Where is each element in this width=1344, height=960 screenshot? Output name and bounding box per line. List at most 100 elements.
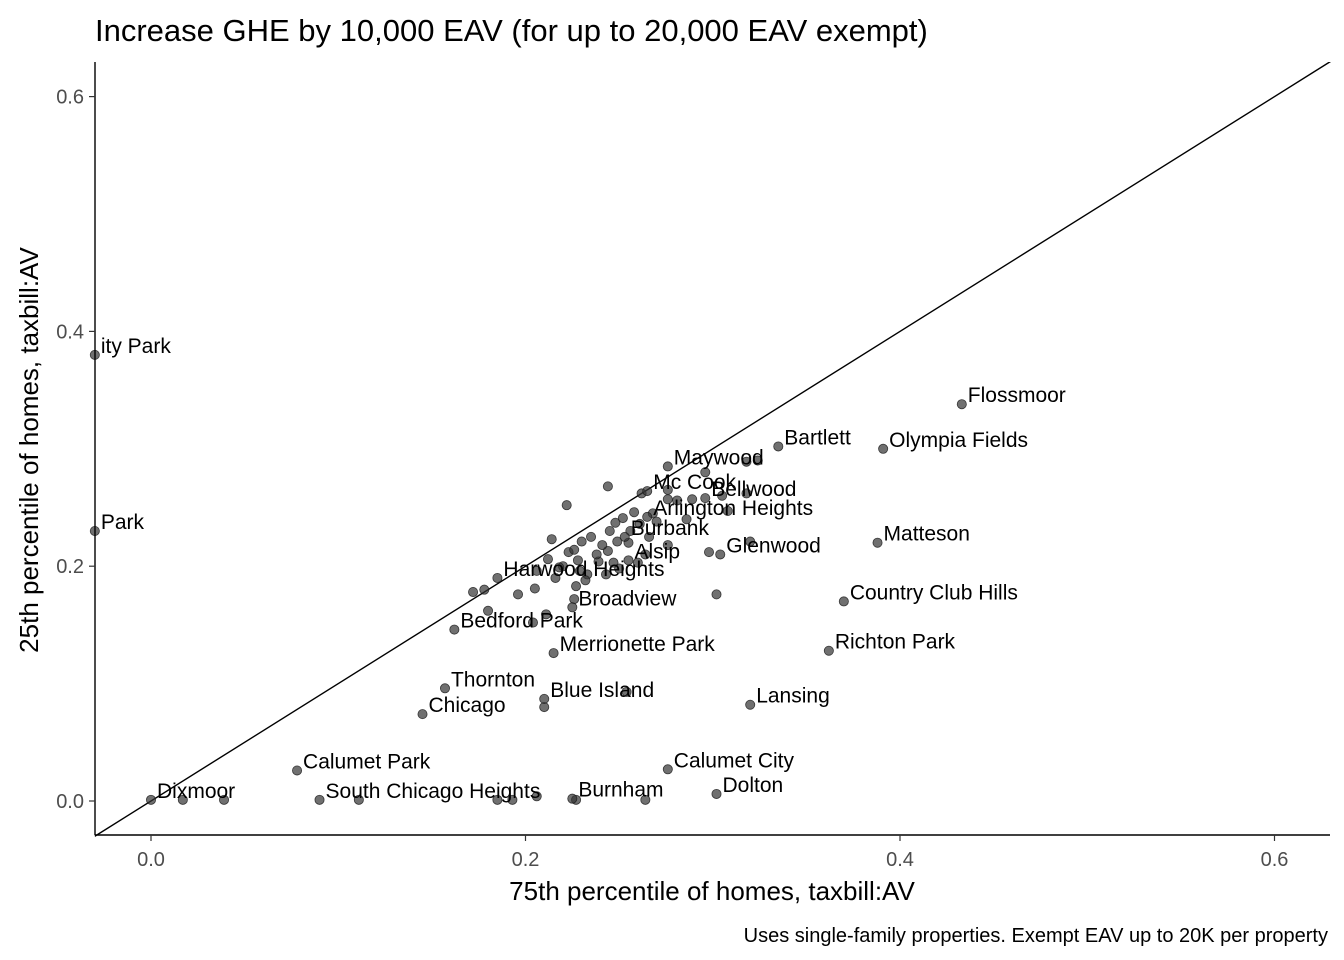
data-point	[542, 554, 553, 565]
data-point	[507, 794, 518, 805]
data-point	[745, 536, 756, 547]
data-point	[219, 794, 230, 805]
plot-area: Flossmoor Olympia Fields Bartlett Maywood Ma…	[89, 60, 1332, 837]
x-tick-label: 0.0	[137, 849, 165, 871]
data-point	[704, 547, 715, 558]
data-point	[449, 624, 460, 635]
data-point	[642, 486, 653, 497]
x-axis-title: 75th percentile of homes, taxbill:AV	[509, 876, 915, 906]
data-point	[711, 589, 722, 600]
chart-title-overlay: Increase GHE by 10,000 EAV (for up to 20…	[95, 13, 928, 48]
point-label: Dolton	[722, 774, 783, 797]
point-label: Arlington Heights	[653, 497, 813, 520]
data-point	[177, 794, 188, 805]
data-point	[529, 583, 540, 594]
data-point	[632, 557, 643, 568]
point-label: Country Club Hills	[850, 581, 1018, 604]
y-tick-label: 0.0	[56, 791, 84, 813]
data-point	[483, 605, 494, 616]
data-point	[479, 584, 490, 595]
point-label: Blue Island	[550, 679, 654, 702]
point-label: Olympia Fields	[889, 429, 1028, 452]
data-point	[619, 531, 630, 542]
data-point	[752, 455, 763, 466]
data-point	[571, 581, 582, 592]
point-label: Lansing	[756, 685, 830, 708]
data-point	[773, 441, 784, 452]
data-point	[741, 456, 752, 467]
point-label: Burnham	[578, 779, 663, 802]
data-point	[640, 549, 651, 560]
point-label: Chicago	[429, 694, 506, 717]
data-point	[567, 602, 578, 613]
point-label: Alsip	[634, 540, 680, 563]
data-point	[956, 399, 967, 410]
data-point	[711, 788, 722, 799]
point-label: Bedford Park	[460, 610, 583, 633]
point-label: Calumet City	[674, 749, 795, 772]
data-point	[614, 563, 625, 574]
data-point	[569, 544, 580, 555]
data-point	[662, 764, 673, 775]
data-point	[439, 683, 450, 694]
data-point	[417, 709, 428, 720]
data-point	[651, 516, 662, 527]
reference-line-y-equals-x	[94, 60, 1332, 837]
point-label: Dixmoor	[157, 780, 235, 803]
point-label: Flossmoor	[968, 384, 1066, 407]
point-label: Matteson	[884, 523, 970, 546]
data-point	[878, 443, 889, 454]
point-labels: Flossmoor Olympia Fields Bartlett Maywood Ma…	[101, 335, 1066, 803]
data-point	[687, 494, 698, 505]
data-point	[612, 536, 623, 547]
data-point	[629, 507, 640, 518]
data-point	[700, 467, 711, 478]
x-tick-label: 0.6	[1261, 849, 1289, 871]
data-point	[700, 493, 711, 504]
x-tick-label: 0.4	[886, 849, 914, 871]
y-tick-label: 0.4	[56, 321, 84, 343]
point-label: Broadview	[578, 587, 677, 610]
data-point	[741, 488, 752, 499]
data-point	[548, 648, 559, 659]
data-points	[89, 349, 967, 805]
data-point	[586, 531, 597, 542]
data-point	[541, 609, 552, 620]
data-point	[492, 794, 503, 805]
data-point	[468, 587, 479, 598]
y-axis-title: 25th percentile of homes, taxbill:AV	[14, 247, 44, 653]
data-point	[681, 514, 692, 525]
data-point	[576, 536, 587, 547]
data-point	[610, 517, 621, 528]
data-point	[292, 765, 303, 776]
data-point	[715, 549, 726, 560]
data-point	[591, 549, 602, 560]
data-point	[145, 794, 156, 805]
point-label: Park	[101, 511, 145, 534]
data-point	[717, 490, 728, 501]
data-point	[561, 500, 572, 511]
data-point	[597, 540, 608, 551]
data-point	[872, 537, 883, 548]
point-label: Bartlett	[784, 426, 851, 449]
chart-caption: Uses single-family properties. Exempt EA…	[744, 925, 1328, 947]
point-label: Calumet Park	[303, 750, 431, 773]
point-label: Harwood Heights	[503, 558, 664, 581]
data-point	[546, 534, 557, 545]
data-point	[617, 513, 628, 524]
data-point	[642, 511, 653, 522]
point-label: ity Park	[101, 335, 172, 358]
point-label: Glenwood	[726, 534, 821, 557]
y-axis-ticks: 0.0 0.2 0.4 0.6	[56, 87, 95, 813]
data-point	[492, 572, 503, 583]
data-point	[662, 461, 673, 472]
data-point	[672, 495, 683, 506]
top-mask	[0, 0, 1344, 62]
data-point	[604, 525, 615, 536]
data-point	[640, 794, 651, 805]
point-label: South Chicago Heights	[326, 780, 541, 803]
point-label: Merrionette Park	[560, 633, 716, 656]
point-label: Burbank	[631, 517, 710, 540]
data-point	[527, 617, 538, 628]
